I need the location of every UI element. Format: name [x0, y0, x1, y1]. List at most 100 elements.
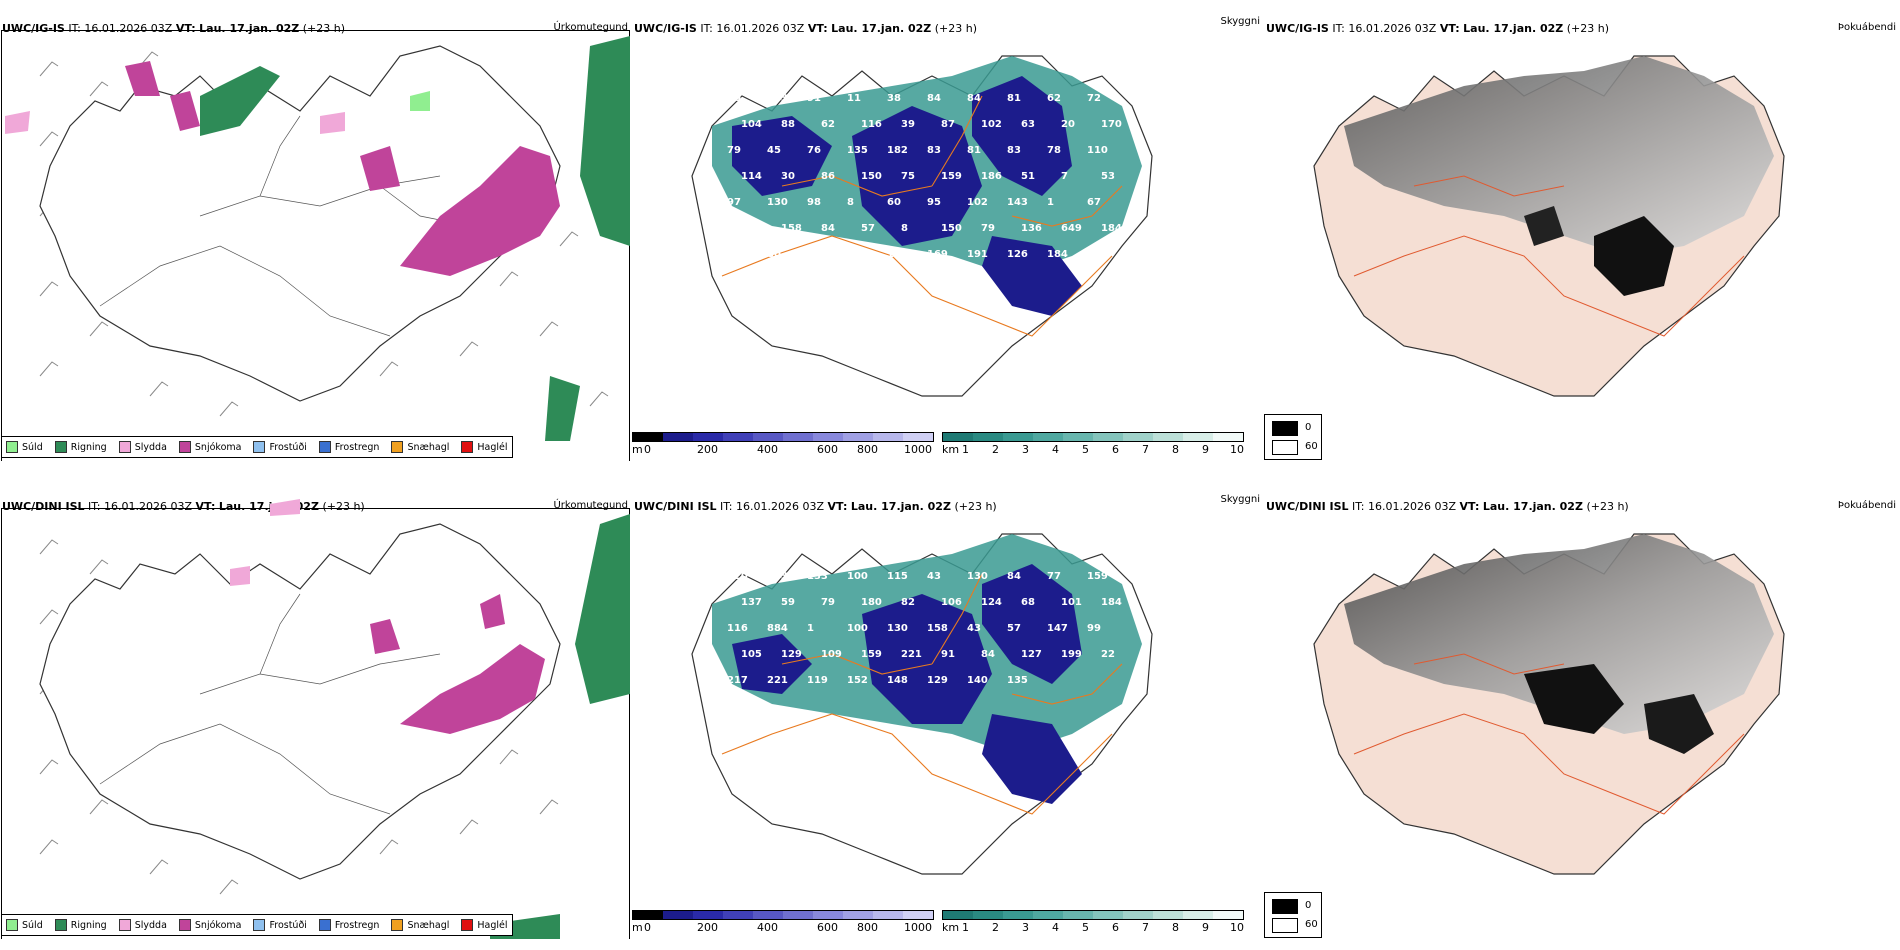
- precip-sleet: [5, 111, 345, 134]
- visibility-value-label: 101: [1061, 597, 1082, 608]
- it-value: 16.01.2026 03Z: [84, 22, 173, 35]
- colorbar-m-tick: 800: [857, 443, 878, 456]
- legend-item: Snjókoma: [178, 919, 242, 931]
- precip-panel-row2: UWC/DINI ISL IT: 16.01.2026 03Z VT: Lau.…: [0, 494, 632, 939]
- vt-value: Lau. 17.jan. 02Z: [199, 22, 300, 35]
- visibility-value-label: 130: [887, 623, 908, 634]
- precip-map: [39, 499, 630, 939]
- visibility-value-label: 75: [901, 171, 915, 182]
- colorbar-km-tick: 3: [1022, 443, 1029, 456]
- visibility-value-label: 72: [1087, 93, 1101, 104]
- panel-title: Úrkomutegund: [553, 22, 628, 33]
- visibility-value-label: 126: [1007, 249, 1028, 260]
- fog-dense: [1524, 664, 1624, 734]
- visibility-value-label: 184: [1047, 249, 1068, 260]
- legend-label: Rigning: [70, 441, 107, 453]
- legend-swatch: [318, 441, 331, 453]
- legend-swatch: [318, 919, 331, 931]
- fog-legend-row2: 0 60: [1264, 892, 1322, 938]
- visibility-value-label: 60: [887, 197, 901, 208]
- model-label: UWC/DINI ISL: [1266, 500, 1349, 513]
- visibility-value-label: 649: [1061, 223, 1082, 234]
- visibility-value-label: 76: [807, 145, 821, 156]
- legend-swatch: [118, 919, 131, 931]
- visibility-value-label: 53: [1101, 171, 1115, 182]
- legend-swatch: [178, 919, 191, 931]
- legend-swatch: [253, 919, 266, 931]
- fog-legend-dark-swatch: [1272, 899, 1298, 914]
- colorbar-km-unit: km: [942, 921, 960, 934]
- model-label: UWC/IG-IS: [634, 22, 697, 35]
- model-label: UWC/IG-IS: [2, 22, 65, 35]
- legend-item: Snæhagl: [391, 441, 449, 453]
- colorbar-m-tick: 400: [757, 443, 778, 456]
- colorbar-km-tick: 2: [992, 921, 999, 934]
- visibility-value-label: 63: [1021, 119, 1035, 130]
- legend-swatch: [178, 441, 191, 453]
- colorbar-m-tick: 1000: [904, 443, 932, 456]
- fog-legend-dark-label: 0: [1305, 422, 1312, 433]
- colorbar-km-tick: 5: [1082, 921, 1089, 934]
- it-value: 16.01.2026 03Z: [104, 500, 193, 513]
- fog-shading: [1344, 56, 1774, 256]
- legend-label: Rigning: [70, 919, 107, 931]
- visibility-value-label: 79: [981, 223, 995, 234]
- it-label: IT:: [720, 500, 733, 513]
- legend-item: Haglél: [461, 919, 508, 931]
- colorbar-m-unit: m: [632, 921, 643, 934]
- visibility-value-label: 152: [847, 675, 868, 686]
- visibility-value-label: 51: [1021, 171, 1035, 182]
- legend-label: Frostúði: [269, 441, 307, 453]
- legend-swatch: [461, 919, 474, 931]
- visibility-value-label: 87: [941, 119, 955, 130]
- visibility-value-label: 147: [1047, 623, 1068, 634]
- fog-legend-row1: 0 60: [1264, 414, 1322, 460]
- it-value: 16.01.2026 03Z: [1368, 500, 1457, 513]
- visibility-value-label: 169: [927, 249, 948, 260]
- visibility-value-label: 186: [981, 171, 1002, 182]
- panel-header: UWC/DINI ISL IT: 16.01.2026 03Z VT: Lau.…: [1266, 500, 1629, 513]
- visibility-value-label: 147: [887, 249, 908, 260]
- colorbar-km-tick: 8: [1172, 921, 1179, 934]
- visibility-value-label: 148: [887, 675, 908, 686]
- roads-fog: [1353, 175, 1745, 337]
- legend-label: Frostregn: [334, 441, 380, 453]
- legend-item: Snæhagl: [391, 919, 449, 931]
- it-value: 16.01.2026 03Z: [736, 500, 825, 513]
- visibility-value-label: 884: [767, 623, 788, 634]
- fog-dense: [1524, 206, 1564, 246]
- visibility-value-label: 84: [927, 93, 941, 104]
- fog-legend-light-label: 60: [1305, 919, 1318, 930]
- visibility-value-label: 62: [1047, 93, 1061, 104]
- precip-legend: Súld Rigning Slydda Snjókoma Frostúði Fr…: [1, 436, 513, 458]
- vt-label: VT:: [1459, 500, 1480, 513]
- colorbar-m-tick: 200: [697, 443, 718, 456]
- visibility-value-label: 38: [887, 93, 901, 104]
- legend-label: Snjókoma: [194, 919, 242, 931]
- visibility-value-label: 129: [781, 649, 802, 660]
- visibility-value-label: 81: [967, 145, 981, 156]
- visibility-map: 120 133 133 100 115 43 130 84 77 159 137 59 79 180 82 1…: [691, 533, 1153, 875]
- roads-fog: [1353, 653, 1745, 815]
- visibility-value-label: 20: [1061, 119, 1075, 130]
- visibility-value-label: 7: [1061, 171, 1068, 182]
- precip-map: [5, 36, 630, 441]
- visibility-value-label: 8: [847, 197, 854, 208]
- visibility-panel-row1: UWC/IG-IS IT: 16.01.2026 03Z VT: Lau. 17…: [632, 16, 1264, 461]
- visibility-value-label: 83: [927, 145, 941, 156]
- colorbar-m-tick: 400: [757, 921, 778, 934]
- visibility-value-label: 180: [861, 597, 882, 608]
- visibility-value-label: 57: [861, 223, 875, 234]
- colorbar-km-box: [942, 432, 1244, 442]
- visibility-value-label: 170: [1101, 119, 1122, 130]
- visibility-value-label: 102: [967, 197, 988, 208]
- visibility-value-label: 130: [767, 197, 788, 208]
- colorbar-m-box: [632, 910, 934, 920]
- visibility-value-label: 124: [981, 597, 1002, 608]
- visibility-value-label: 59: [781, 597, 795, 608]
- legend-item: Haglél: [461, 441, 508, 453]
- legend-label: Frostúði: [269, 919, 307, 931]
- legend-label: Snæhagl: [407, 919, 450, 931]
- visibility-value-label: 102: [981, 119, 1002, 130]
